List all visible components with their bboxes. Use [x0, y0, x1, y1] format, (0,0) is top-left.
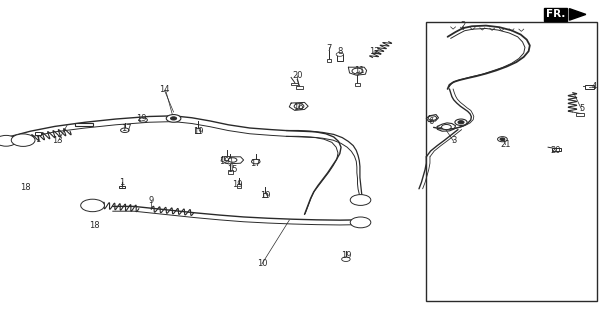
Circle shape: [228, 158, 237, 162]
Bar: [585, 85, 594, 89]
Text: 1: 1: [35, 135, 40, 144]
Bar: [236, 184, 241, 188]
Bar: [263, 193, 267, 197]
Polygon shape: [569, 9, 586, 20]
Text: 7: 7: [326, 44, 331, 52]
Text: 20: 20: [292, 71, 303, 80]
Circle shape: [14, 135, 32, 145]
Text: 10: 10: [256, 260, 267, 268]
Circle shape: [498, 137, 507, 142]
Text: 21: 21: [500, 140, 511, 148]
Bar: [195, 129, 200, 132]
Bar: [355, 83, 360, 86]
Text: 4: 4: [591, 82, 596, 91]
Text: 6: 6: [429, 117, 434, 126]
Bar: [224, 156, 228, 160]
Circle shape: [171, 117, 177, 120]
Bar: [119, 186, 125, 188]
Circle shape: [428, 116, 437, 120]
Text: 5: 5: [579, 104, 584, 113]
Bar: [296, 86, 303, 89]
Circle shape: [455, 119, 467, 125]
Bar: [291, 83, 298, 85]
Text: 18: 18: [20, 183, 31, 192]
Circle shape: [500, 138, 505, 140]
Circle shape: [350, 195, 371, 205]
Circle shape: [0, 135, 16, 146]
Bar: [228, 170, 233, 174]
Bar: [35, 132, 41, 135]
Text: 13: 13: [52, 136, 63, 145]
Circle shape: [139, 118, 147, 122]
Circle shape: [11, 134, 35, 147]
Text: 19: 19: [136, 114, 147, 123]
Text: 17: 17: [250, 159, 261, 168]
Bar: [327, 59, 331, 62]
Text: 19: 19: [232, 180, 243, 188]
Text: 17: 17: [121, 124, 132, 132]
Text: 2: 2: [460, 21, 465, 30]
Circle shape: [336, 52, 343, 56]
Bar: [426, 22, 597, 301]
Circle shape: [353, 218, 368, 227]
Circle shape: [458, 121, 464, 124]
Circle shape: [350, 217, 371, 228]
Circle shape: [252, 159, 260, 164]
Circle shape: [342, 257, 350, 261]
Bar: [337, 54, 343, 61]
Text: 8: 8: [337, 47, 342, 56]
Circle shape: [166, 115, 181, 122]
Bar: [75, 123, 93, 126]
Text: 19: 19: [340, 252, 351, 260]
Circle shape: [0, 137, 14, 145]
Text: 15: 15: [227, 165, 238, 174]
Text: 9: 9: [149, 196, 153, 204]
Text: 14: 14: [159, 85, 170, 94]
Bar: [576, 113, 585, 116]
Text: FR.: FR.: [546, 9, 565, 20]
Text: 16: 16: [293, 103, 304, 112]
Text: 19: 19: [192, 127, 203, 136]
Bar: [552, 148, 561, 151]
Circle shape: [83, 201, 102, 210]
Circle shape: [80, 199, 105, 212]
Circle shape: [352, 68, 363, 74]
Text: 20: 20: [550, 146, 561, 155]
Circle shape: [121, 128, 129, 132]
Circle shape: [353, 196, 368, 204]
Circle shape: [442, 124, 451, 130]
Text: 18: 18: [89, 221, 100, 230]
Text: 19: 19: [259, 191, 270, 200]
Text: 19: 19: [219, 157, 230, 166]
Text: 1: 1: [119, 178, 124, 187]
Circle shape: [294, 104, 304, 109]
Text: 12: 12: [368, 47, 379, 56]
Text: 3: 3: [451, 136, 456, 145]
Text: 11: 11: [354, 66, 365, 75]
